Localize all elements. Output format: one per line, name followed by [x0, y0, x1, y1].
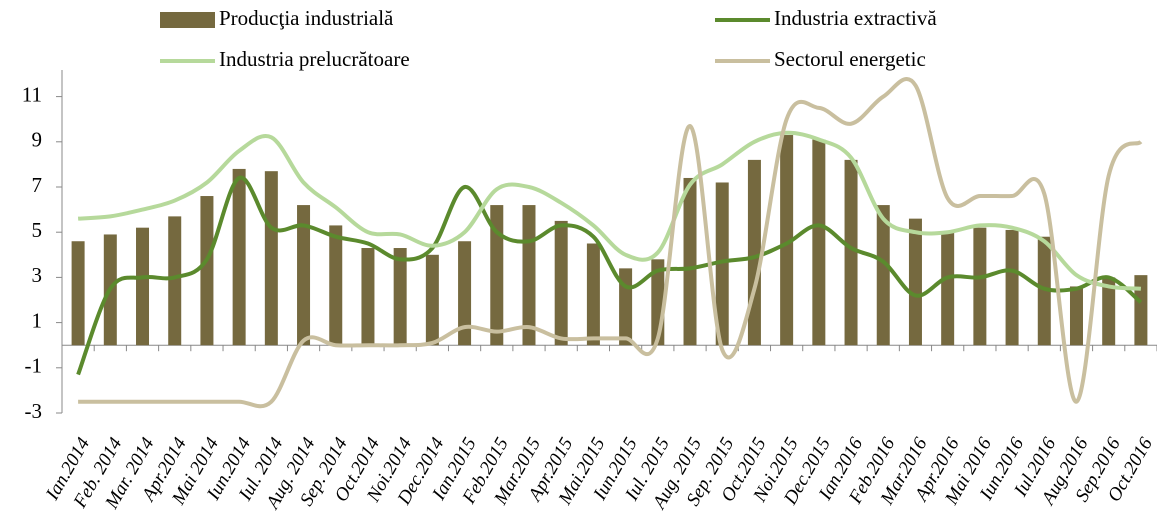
bar — [329, 225, 343, 346]
y-tick-label: 3 — [32, 263, 43, 287]
bar — [747, 159, 761, 346]
bar — [941, 232, 955, 346]
y-tick-label: -3 — [25, 399, 43, 423]
bar — [168, 216, 182, 346]
bar — [1102, 277, 1116, 346]
legend-label: Industria prelucrătoare — [219, 47, 410, 71]
bar — [844, 159, 858, 346]
bar — [908, 218, 922, 346]
bar — [1037, 236, 1051, 346]
legend-label: Sectorul energetic — [774, 47, 926, 71]
bar — [200, 196, 214, 346]
legend-label: Producţia industrială — [219, 6, 394, 30]
y-tick-label: 11 — [22, 82, 42, 106]
bar — [683, 177, 697, 346]
bar — [812, 139, 826, 346]
bar — [361, 248, 375, 346]
bar — [715, 182, 729, 346]
bar — [490, 205, 504, 346]
bar — [780, 135, 794, 346]
bar — [264, 171, 278, 346]
legend-swatch — [160, 12, 215, 28]
legend-label: Industria extractivă — [774, 6, 937, 30]
bar — [554, 220, 568, 346]
bar — [1134, 275, 1148, 346]
bar — [458, 241, 472, 346]
bar — [973, 227, 987, 346]
bar — [586, 243, 600, 346]
y-tick-label: 5 — [32, 218, 43, 242]
bar — [425, 254, 439, 346]
bar — [393, 248, 407, 346]
y-tick-label: -1 — [25, 354, 43, 378]
y-tick-label: 7 — [32, 173, 43, 197]
y-tick-label: 9 — [32, 128, 43, 152]
line — [78, 77, 1143, 409]
line — [76, 175, 1143, 376]
bar — [136, 227, 150, 346]
bar — [1069, 286, 1083, 346]
bar — [1005, 229, 1019, 346]
y-tick-label: 1 — [32, 308, 43, 332]
bar — [876, 205, 890, 346]
bar — [232, 168, 246, 346]
line — [77, 130, 1142, 291]
bar — [297, 205, 311, 346]
bar — [522, 205, 536, 346]
bar — [71, 241, 85, 346]
